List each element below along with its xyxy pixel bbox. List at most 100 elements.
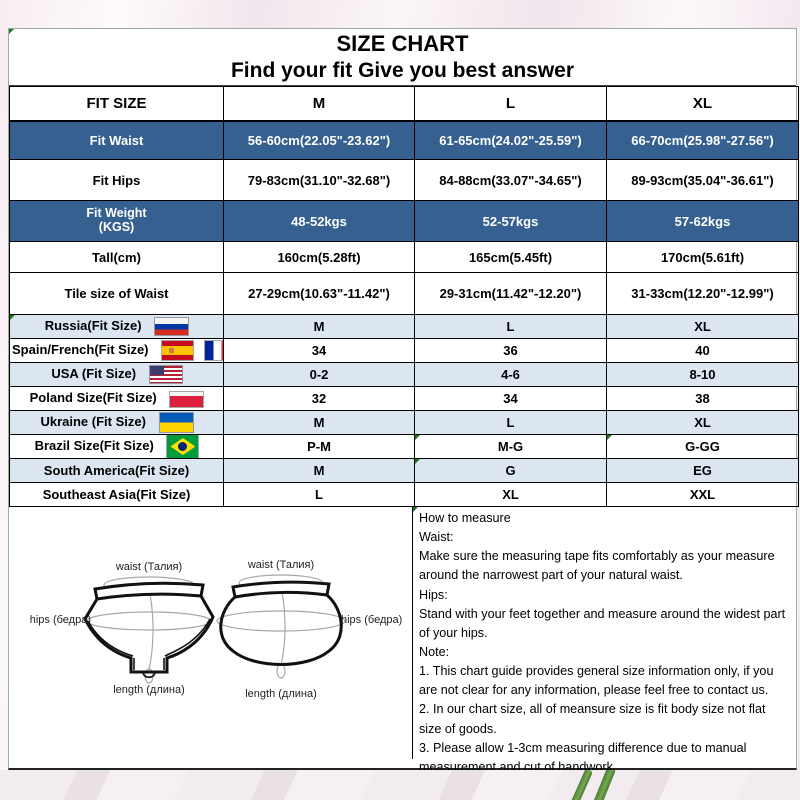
size-value-cell: EG (606, 458, 799, 483)
table-row-poland: Poland Size(Fit Size) 32 34 38 (9, 386, 799, 411)
size-value-cell: 40 (606, 338, 799, 363)
row-label: Russia(Fit Size) (44, 317, 142, 333)
size-value-cell: XL (606, 410, 799, 435)
size-value-cell: P-M (223, 434, 415, 459)
ukraine-flag-icon (159, 413, 193, 432)
size-value-cell: 31-33cm(12.20"-12.99") (606, 272, 799, 315)
fabric-bottom-band (0, 770, 800, 800)
waist-label: waist (Талия) (247, 559, 314, 571)
hips-label: hips (бедра) (30, 614, 91, 626)
size-value-cell: 34 (414, 386, 607, 411)
size-value-cell: 56-60cm(22.05"-23.62") (223, 120, 415, 160)
row-label-cell: Tall(cm) (9, 241, 224, 273)
size-value-cell: M-G (414, 434, 607, 459)
size-value-cell: 52-57kgs (414, 200, 607, 242)
row-label-unit: (KGS) (98, 220, 135, 234)
how-to-line: Note: (419, 644, 450, 659)
russia-flag-icon (155, 318, 189, 336)
size-value-cell: 36 (414, 338, 607, 363)
boyshort-outline-icon (219, 580, 343, 666)
table-row-brazil: Brazil Size(Fit Size) P-M M-G G-GG (9, 434, 799, 459)
size-value-cell: 27-29cm(10.63"-11.42") (223, 272, 415, 315)
size-value-cell: XL (606, 314, 799, 339)
row-label-cell: Brazil Size(Fit Size) (9, 434, 224, 459)
table-row-usa: USA (Fit Size) 0-2 4-6 8-10 (9, 362, 799, 387)
table-row-southeast-asia: Southeast Asia(Fit Size) L XL XXL (9, 482, 799, 507)
page-subtitle: Find your fit Give you best answer (230, 58, 575, 82)
row-label: Fit Weight (86, 206, 147, 221)
how-to-line: Waist: (419, 530, 454, 545)
how-to-line: Hips: (419, 587, 448, 602)
row-label: USA (Fit Size) (51, 365, 137, 381)
table-row-tall: Tall(cm) 160cm(5.28ft) 165cm(5.45ft) 170… (9, 241, 799, 273)
size-value-cell: 0-2 (223, 362, 415, 387)
how-to-measure-box: How to measure Waist: Make sure the meas… (413, 507, 796, 774)
row-label: Ukraine (Fit Size) (40, 413, 146, 429)
size-value-cell: L (223, 482, 415, 507)
row-label-cell: Southeast Asia(Fit Size) (9, 482, 224, 507)
table-row-tile-size: Tile size of Waist 27-29cm(10.63"-11.42"… (9, 272, 799, 315)
row-label-cell: Fit Weight (KGS) (9, 200, 224, 242)
size-value-cell: 170cm(5.61ft) (606, 241, 799, 273)
size-value-cell: L (414, 314, 607, 339)
row-label-cell: Fit Waist (9, 120, 224, 160)
how-to-line: How to measure (419, 511, 511, 525)
how-to-line: 1. This chart guide provides general siz… (419, 664, 774, 698)
panty-diagram-svg: waist (Талия) hips (бедра) length (длина… (30, 559, 403, 700)
table-row-fit-waist: Fit Waist 56-60cm(22.05"-23.62") 61-65cm… (9, 120, 799, 160)
size-value-cell: 57-62kgs (606, 200, 799, 242)
table-row-south-america: South America(Fit Size) M G EG (9, 458, 799, 483)
bottom-section: waist (Талия) hips (бедра) length (длина… (9, 507, 796, 774)
row-label-cell: Fit Hips (9, 159, 224, 201)
hips-label: hips (бедра) (341, 614, 402, 626)
size-value-cell: M (223, 458, 415, 483)
brief-outline-icon (83, 581, 215, 674)
table-row-russia: Russia(Fit Size) M L XL (9, 314, 799, 339)
size-value-cell: 48-52kgs (223, 200, 415, 242)
row-label-cell: Russia(Fit Size) (9, 314, 224, 339)
size-value-cell: 34 (223, 338, 415, 363)
size-value-cell: 79-83cm(31.10"-32.68") (223, 159, 415, 201)
plant-stem-icon (588, 770, 617, 800)
row-label: Spain/French(Fit Size) (12, 341, 149, 357)
size-value-cell: G (414, 458, 607, 483)
measurement-diagrams: waist (Талия) hips (бедра) length (длина… (9, 507, 413, 759)
poland-flag-icon (170, 391, 204, 407)
usa-flag-icon (149, 366, 182, 384)
size-value-cell: 61-65cm(24.02"-25.59") (414, 120, 607, 160)
table-row-fit-weight: Fit Weight (KGS) 48-52kgs 52-57kgs 57-62… (9, 200, 799, 242)
size-value-cell: L (414, 410, 607, 435)
size-value-cell: 89-93cm(35.04"-36.61") (606, 159, 799, 201)
size-table: FIT SIZE M L XL Fit Waist 56-60cm(22.05"… (9, 86, 799, 507)
size-value-cell: XL (414, 482, 607, 507)
size-value-cell: 8-10 (606, 362, 799, 387)
size-chart-sheet: SIZE CHART Find your fit Give you best a… (8, 28, 799, 774)
header-fit-size: FIT SIZE (9, 86, 224, 122)
how-to-line: Stand with your feet together and measur… (419, 606, 786, 640)
diagram-labels: waist (Талия) hips (бедра) length (длина… (30, 559, 403, 700)
size-value-cell: 160cm(5.28ft) (223, 241, 415, 273)
row-label-cell: Ukraine (Fit Size) (9, 410, 224, 435)
spain-flag-icon (162, 341, 194, 360)
length-label: length (длина) (113, 684, 185, 696)
size-value-cell: 66-70cm(25.98"-27.56") (606, 120, 799, 160)
size-value-cell: 38 (606, 386, 799, 411)
france-flag-icon (204, 341, 223, 360)
row-label-cell: South America(Fit Size) (9, 458, 224, 483)
size-value-cell: M (223, 314, 415, 339)
row-label: Brazil Size(Fit Size) (34, 437, 154, 453)
length-label: length (длина) (245, 688, 317, 700)
waist-label: waist (Талия) (115, 561, 182, 573)
header-size-l: L (414, 86, 607, 122)
size-value-cell: 84-88cm(33.07"-34.65") (414, 159, 607, 201)
row-label-cell: USA (Fit Size) (9, 362, 224, 387)
fabric-top-band (0, 0, 800, 28)
table-row-fit-hips: Fit Hips 79-83cm(31.10"-32.68") 84-88cm(… (9, 159, 799, 201)
size-value-cell: 4-6 (414, 362, 607, 387)
size-value-cell: G-GG (606, 434, 799, 459)
size-value-cell: XXL (606, 482, 799, 507)
size-value-cell: M (223, 410, 415, 435)
header-size-xl: XL (606, 86, 799, 122)
size-value-cell: 29-31cm(11.42"-12.20") (414, 272, 607, 315)
table-row-spain-french: Spain/French(Fit Size) 34 36 40 (9, 338, 799, 363)
